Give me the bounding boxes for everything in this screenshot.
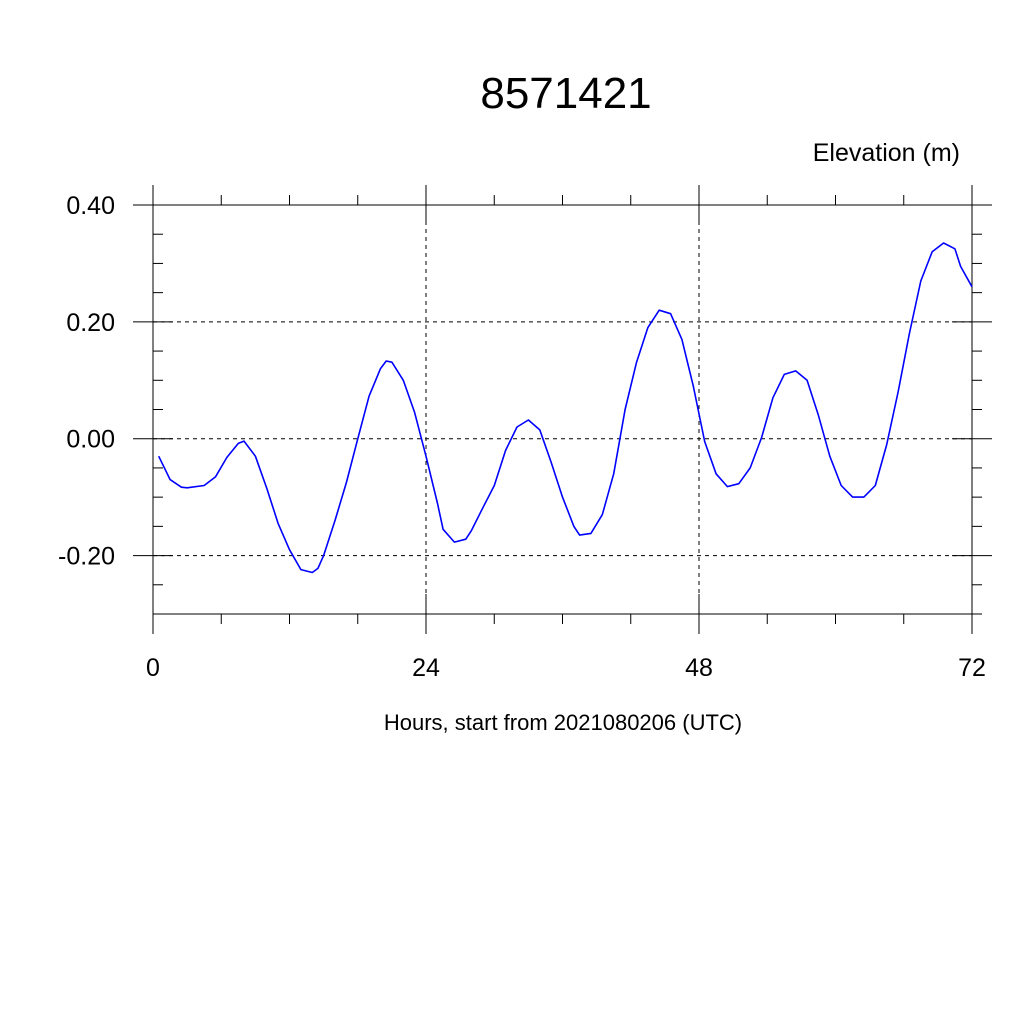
axis-ticks: [133, 185, 992, 634]
y-tick-label: 0.00: [66, 426, 115, 454]
y-tick-labels: 0.40 0.20 0.00 -0.20: [58, 192, 115, 571]
series-line: [157, 242, 973, 574]
series-layer: [157, 242, 973, 574]
y-tick-label: 0.20: [66, 309, 115, 337]
plot-frame: [152, 204, 973, 615]
y-tick-label: 0.40: [66, 192, 115, 220]
y-tick-label: -0.20: [58, 543, 115, 571]
grid: [152, 204, 973, 614]
x-axis-label: Hours, start from 2021080206 (UTC): [384, 710, 742, 735]
x-tick-labels: 0 24 48 72: [146, 654, 986, 682]
x-tick-label: 72: [958, 654, 986, 682]
chart-title: 8571421: [480, 69, 651, 118]
x-tick-label: 24: [412, 654, 440, 682]
x-tick-label: 48: [685, 654, 713, 682]
y-axis-label: Elevation (m): [813, 139, 960, 167]
x-tick-label: 0: [146, 654, 160, 682]
